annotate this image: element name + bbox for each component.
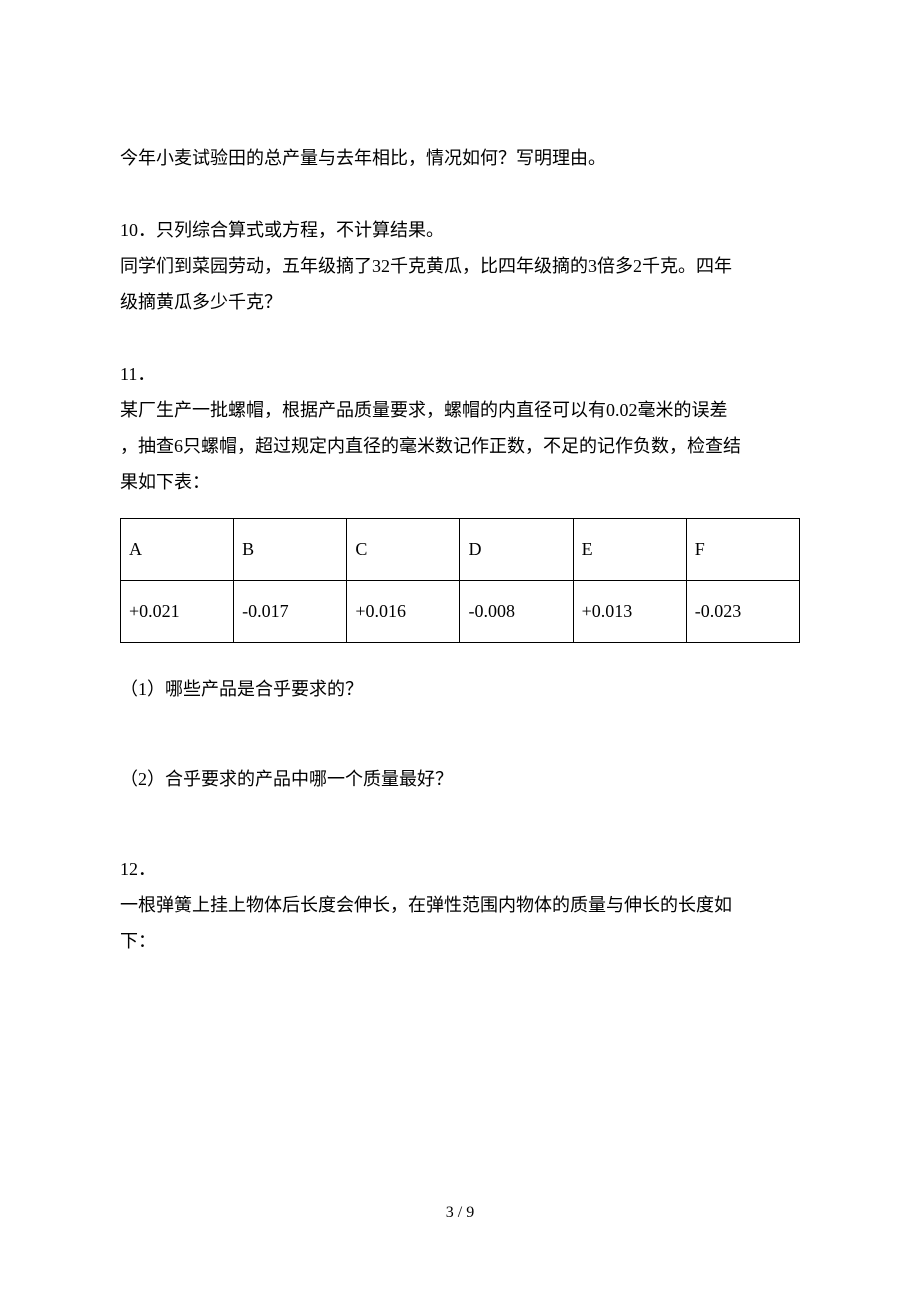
question-10: 10．只列综合算式或方程，不计算结果。 同学们到菜园劳动，五年级摘了32千克黄瓜… — [120, 212, 800, 320]
table-header-cell: B — [234, 519, 347, 581]
table-value-cell: -0.023 — [686, 581, 799, 643]
table-header-cell: F — [686, 519, 799, 581]
page-number: 3 / 9 — [446, 1204, 474, 1221]
q12-number: 12． — [120, 851, 800, 887]
question-12: 12． 一根弹簧上挂上物体后长度会伸长，在弹性范围内物体的质量与伸长的长度如 下… — [120, 851, 800, 959]
table-value-cell: -0.017 — [234, 581, 347, 643]
question-11: 11． 某厂生产一批螺帽，根据产品质量要求，螺帽的内直径可以有0.02毫米的误差… — [120, 356, 800, 797]
q12-line1: 一根弹簧上挂上物体后长度会伸长，在弹性范围内物体的质量与伸长的长度如 — [120, 887, 800, 923]
q10-title-line: 10．只列综合算式或方程，不计算结果。 — [120, 212, 800, 248]
table-header-cell: D — [460, 519, 573, 581]
table-header-cell: A — [121, 519, 234, 581]
table-value-cell: +0.021 — [121, 581, 234, 643]
table-value-cell: +0.016 — [347, 581, 460, 643]
q10-line1: 同学们到菜园劳动，五年级摘了32千克黄瓜，比四年级摘的3倍多2千克。四年 — [120, 248, 800, 284]
q11-sub1: （1）哪些产品是合乎要求的？ — [120, 671, 800, 707]
page-footer: 3 / 9 — [0, 1204, 920, 1222]
table-value-cell: +0.013 — [573, 581, 686, 643]
intro-text: 今年小麦试验田的总产量与去年相比，情况如何？写明理由。 — [120, 148, 606, 168]
q11-line3: 果如下表： — [120, 464, 800, 500]
table-header-cell: E — [573, 519, 686, 581]
table-value-cell: -0.008 — [460, 581, 573, 643]
table-header-row: A B C D E F — [121, 519, 800, 581]
table-header-cell: C — [347, 519, 460, 581]
q11-table: A B C D E F +0.021 -0.017 +0.016 -0.008 … — [120, 518, 800, 643]
table-value-row: +0.021 -0.017 +0.016 -0.008 +0.013 -0.02… — [121, 581, 800, 643]
q11-number: 11． — [120, 356, 800, 392]
intro-paragraph: 今年小麦试验田的总产量与去年相比，情况如何？写明理由。 — [120, 140, 800, 176]
q12-line2: 下： — [120, 923, 800, 959]
q11-line2: ，抽查6只螺帽，超过规定内直径的毫米数记作正数，不足的记作负数，检查结 — [120, 428, 800, 464]
page-content: 今年小麦试验田的总产量与去年相比，情况如何？写明理由。 10．只列综合算式或方程… — [0, 0, 920, 959]
q11-sub2: （2）合乎要求的产品中哪一个质量最好？ — [120, 761, 800, 797]
q11-line1: 某厂生产一批螺帽，根据产品质量要求，螺帽的内直径可以有0.02毫米的误差 — [120, 392, 800, 428]
q10-number: 10． — [120, 220, 156, 240]
q10-title: 只列综合算式或方程，不计算结果。 — [156, 220, 444, 240]
q10-line2: 级摘黄瓜多少千克？ — [120, 284, 800, 320]
